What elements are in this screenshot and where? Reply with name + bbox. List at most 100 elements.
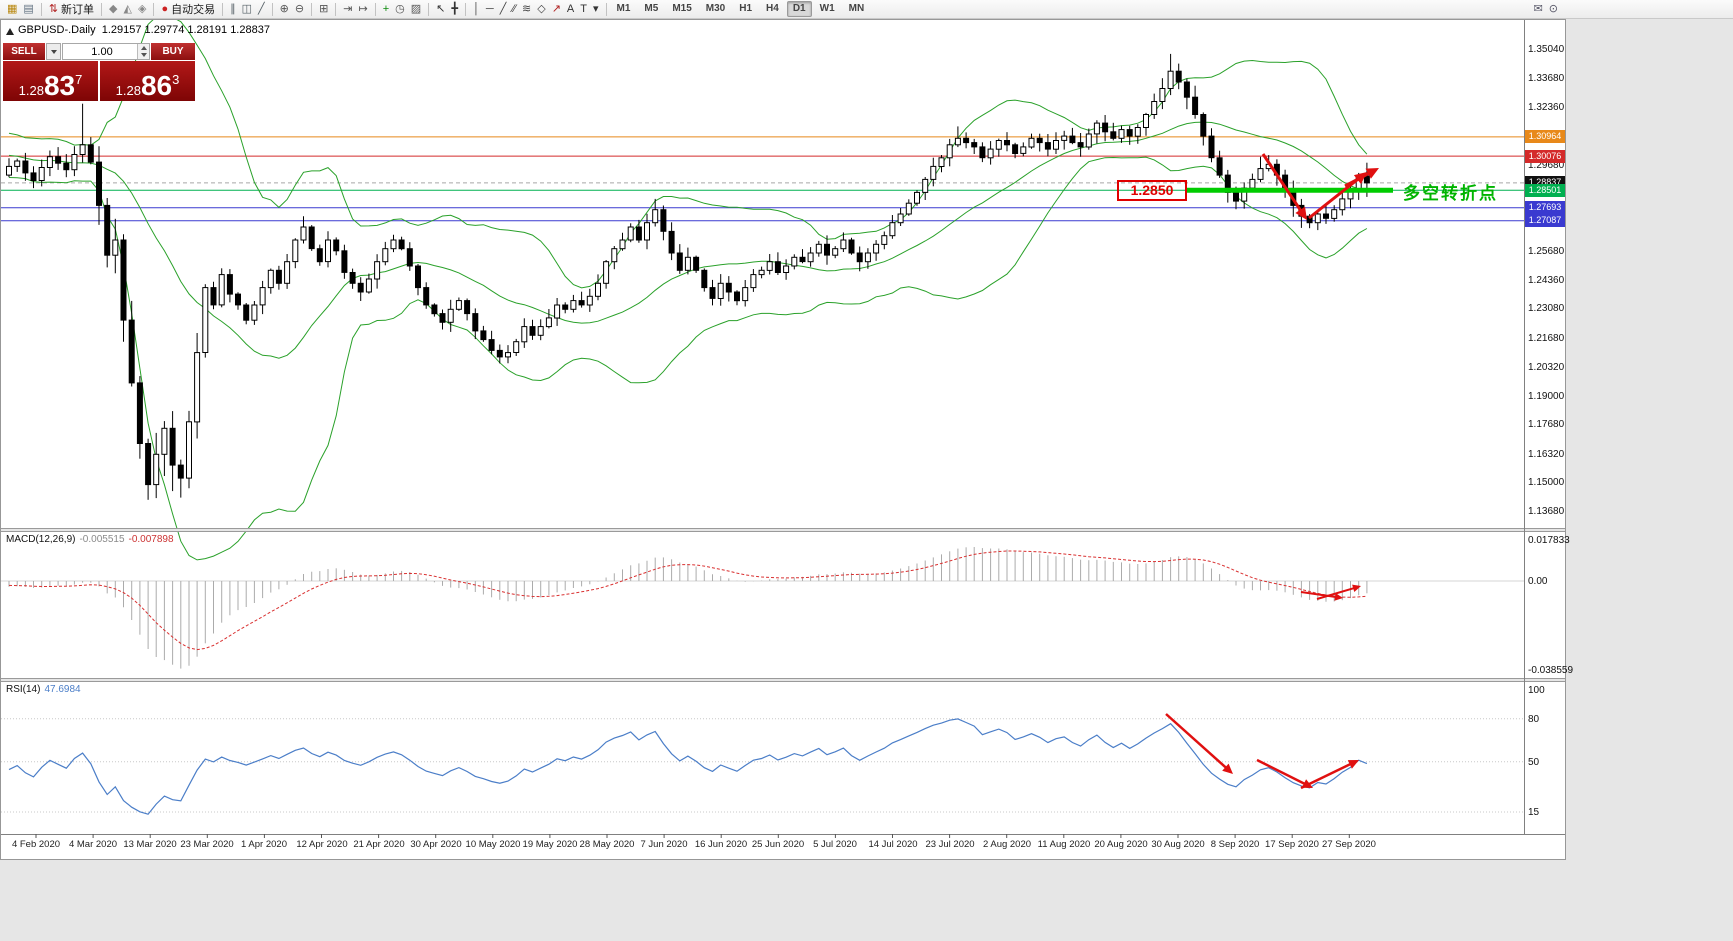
toolbar-separator bbox=[153, 2, 155, 16]
rsi-value: 47.6984 bbox=[44, 684, 81, 695]
price-marker-1.27693: 1.27693 bbox=[1525, 201, 1565, 214]
channel-icon[interactable]: ∕∕ bbox=[509, 1, 519, 18]
toolbar-separator bbox=[605, 2, 607, 16]
timeframe-m15-button[interactable]: M15 bbox=[672, 3, 692, 14]
price-axis-label: 1.25680 bbox=[1528, 246, 1565, 257]
price-marker-1.30964: 1.30964 bbox=[1525, 130, 1565, 143]
red-arrow-annotation[interactable] bbox=[1165, 713, 1233, 774]
date-axis-label: 27 Sep 2020 bbox=[1322, 839, 1376, 850]
crosshair-icon[interactable]: ╋ bbox=[448, 1, 461, 18]
macd-scale-label: 0.00 bbox=[1528, 576, 1548, 587]
timeframe-mn-button[interactable]: MN bbox=[848, 3, 865, 14]
time-axis[interactable] bbox=[1, 834, 1524, 859]
bar-chart-icon[interactable]: ∥ bbox=[227, 1, 239, 18]
search-icon[interactable]: ⊙ bbox=[1546, 1, 1561, 18]
timeframe-d1-button[interactable]: D1 bbox=[786, 1, 812, 17]
market-icon[interactable]: ◈ bbox=[135, 1, 149, 18]
macd-scale-label: 0.017833 bbox=[1528, 535, 1570, 546]
trendline-icon[interactable]: ╱ bbox=[497, 1, 510, 18]
timeframe-h1-button[interactable]: H1 bbox=[739, 3, 753, 14]
price-axis[interactable] bbox=[1524, 20, 1565, 834]
zoom-out-icon[interactable]: ⊖ bbox=[292, 1, 307, 18]
volume-input[interactable] bbox=[63, 44, 149, 59]
buy-button-small[interactable]: BUY bbox=[151, 43, 195, 60]
trade-panel-collapse-button[interactable] bbox=[6, 28, 14, 35]
red-arrow-annotation[interactable] bbox=[1300, 760, 1359, 790]
red-arrow-annotation[interactable] bbox=[1256, 758, 1313, 788]
horizontal-line-icon[interactable]: ─ bbox=[483, 1, 497, 18]
red-arrow-annotation[interactable] bbox=[1261, 153, 1307, 220]
timeframe-m1-button[interactable]: M1 bbox=[616, 3, 631, 14]
search-icon: ⊙ bbox=[1548, 2, 1558, 15]
candlestick-chart-icon[interactable]: ◫ bbox=[239, 1, 255, 18]
date-axis-label: 30 Aug 2020 bbox=[1151, 839, 1205, 850]
shapes-icon[interactable]: ◇ bbox=[534, 1, 548, 18]
periods-icon[interactable]: ◷ bbox=[392, 1, 408, 18]
metaeditor-icon[interactable]: ◆ bbox=[106, 1, 120, 18]
toolbar-separator bbox=[271, 2, 273, 16]
text-label-icon[interactable]: T bbox=[577, 1, 590, 18]
one-click-trading-panel: SELL BUY 1.28837 1.28863 bbox=[3, 43, 195, 101]
price-marker-1.30076: 1.30076 bbox=[1525, 150, 1565, 163]
chart-canvas[interactable] bbox=[1, 20, 1565, 859]
new-chart-icon[interactable]: ▦ bbox=[4, 1, 20, 18]
red-arrow-annotation[interactable] bbox=[1316, 584, 1361, 600]
zoom-in-icon[interactable]: ⊕ bbox=[277, 1, 292, 18]
arrows-tool-icon: ↗ bbox=[551, 2, 561, 15]
new-order-button-label: 新订单 bbox=[61, 4, 95, 16]
timeframe-w1-button[interactable]: W1 bbox=[819, 3, 835, 14]
tile-windows-icon[interactable]: ⊞ bbox=[316, 1, 331, 18]
more-tools-icon[interactable]: ▾ bbox=[590, 1, 602, 18]
rsi-scale-label: 15 bbox=[1528, 807, 1540, 818]
date-axis-label: 30 Apr 2020 bbox=[410, 839, 462, 850]
timeframe-m5-button[interactable]: M5 bbox=[644, 3, 659, 14]
panel-separator[interactable] bbox=[1, 678, 1565, 682]
chart-shift-icon[interactable]: ↦ bbox=[356, 1, 371, 18]
date-axis-label: 17 Sep 2020 bbox=[1265, 839, 1319, 850]
price-marker-1.27087: 1.27087 bbox=[1525, 214, 1565, 227]
indicators-button[interactable]: + bbox=[380, 1, 392, 18]
price-axis-label: 1.17680 bbox=[1528, 419, 1565, 430]
date-axis-label: 7 Jun 2020 bbox=[640, 839, 688, 850]
timeframe-h4-button[interactable]: H4 bbox=[766, 3, 779, 14]
templates-icon: ▨ bbox=[410, 2, 422, 15]
timeframe-m30-button[interactable]: M30 bbox=[705, 3, 726, 14]
panel-separator[interactable] bbox=[1, 528, 1565, 532]
rsi-scale-label: 80 bbox=[1528, 714, 1540, 725]
line-chart-icon[interactable]: ╱ bbox=[255, 1, 268, 18]
buy-price-button[interactable]: 1.28863 bbox=[100, 61, 195, 101]
sell-button-small[interactable]: SELL bbox=[3, 43, 45, 60]
toolbar-separator bbox=[40, 2, 42, 16]
autotrading-button[interactable]: ● 自动交易 bbox=[158, 1, 218, 18]
profiles-icon[interactable]: ▤ bbox=[20, 1, 36, 18]
text-icon: A bbox=[566, 2, 575, 15]
red-arrow-annotation[interactable] bbox=[1344, 168, 1379, 188]
cursor-icon: ↖ bbox=[436, 2, 446, 15]
price-marker-1.28501: 1.28501 bbox=[1525, 184, 1565, 197]
buy-price-superscript: 3 bbox=[172, 72, 180, 87]
auto-scroll-icon[interactable]: ⇥ bbox=[340, 1, 355, 18]
vertical-line-icon: │ bbox=[473, 2, 480, 15]
red-arrow-annotation[interactable] bbox=[1300, 591, 1343, 601]
cursor-icon[interactable]: ↖ bbox=[433, 1, 448, 18]
templates-icon[interactable]: ▨ bbox=[408, 1, 424, 18]
sell-price-button[interactable]: 1.28837 bbox=[3, 61, 98, 101]
alerts-icon[interactable]: ◭ bbox=[121, 1, 135, 18]
tile-windows-icon: ⊞ bbox=[319, 2, 329, 15]
turning-point-label[interactable]: 多空转折点 bbox=[1403, 184, 1498, 203]
fibonacci-icon[interactable]: ≋ bbox=[519, 1, 534, 18]
price-level-annotation-box[interactable]: 1.2850 bbox=[1117, 180, 1187, 201]
new-order-button[interactable]: ⇅ 新订单 bbox=[46, 1, 97, 18]
vertical-line-icon[interactable]: │ bbox=[470, 1, 483, 18]
notifications-icon[interactable]: ✉ bbox=[1531, 1, 1546, 18]
volume-decrease-button[interactable] bbox=[138, 51, 149, 59]
volume-increase-button[interactable] bbox=[138, 44, 149, 52]
notifications-icon: ✉ bbox=[1533, 2, 1543, 15]
order-type-dropdown[interactable] bbox=[46, 43, 61, 60]
price-axis-label: 1.35040 bbox=[1528, 44, 1565, 55]
rsi-layer bbox=[1, 718, 1524, 815]
text-icon[interactable]: A bbox=[564, 1, 577, 18]
macd-signal-line bbox=[8, 550, 1367, 651]
arrows-tool-icon[interactable]: ↗ bbox=[549, 1, 564, 18]
autotrading-button-label: 自动交易 bbox=[171, 4, 216, 16]
